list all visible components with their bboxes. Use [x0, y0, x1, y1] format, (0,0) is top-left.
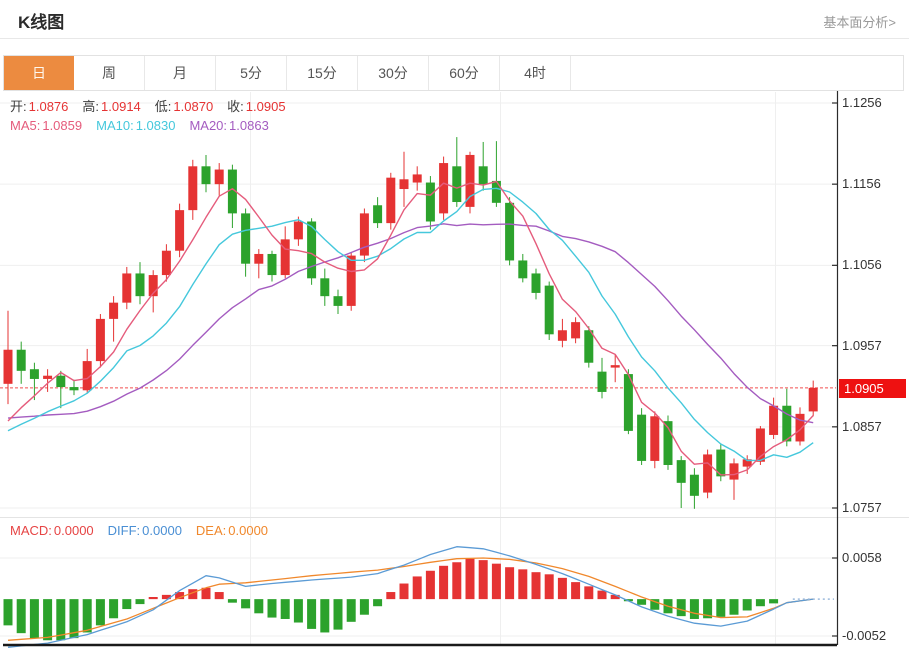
- ma-readout: MA5: 1.0859 MA10: 1.0830 MA20: 1.0863: [10, 118, 283, 133]
- macd-tick--0.0052: -0.0052: [842, 628, 887, 643]
- axis-ticks: [832, 102, 838, 637]
- price-tick-1.0857: 1.0857: [842, 419, 882, 434]
- legend-item: 高: 1.0914: [82, 99, 141, 114]
- tab-60分[interactable]: 60分: [429, 56, 500, 90]
- macd-tick-0.0058: 0.0058: [842, 550, 882, 565]
- tab-4时[interactable]: 4时: [500, 56, 571, 90]
- last-price-badge: 1.0905: [839, 379, 906, 398]
- macd-histogram: [3, 558, 779, 641]
- tab-日[interactable]: 日: [4, 56, 74, 90]
- price-tick-1.0757: 1.0757: [842, 500, 882, 515]
- legend-item: MACD: 0.0000: [10, 523, 94, 538]
- diff-line: [7, 546, 814, 648]
- dea-line: [7, 557, 814, 641]
- page-title: K线图: [18, 13, 65, 32]
- ma20-line: [7, 223, 814, 424]
- fundamental-analysis-link[interactable]: 基本面分析>: [823, 15, 896, 30]
- interval-tab-bar: 日周月 5分 15分 30分 60分 4时: [3, 55, 904, 91]
- ohlc-readout: 开: 1.0876 高: 1.0914 低: 1.0870 收: 1.0905: [10, 96, 300, 115]
- ma10-line: [7, 187, 814, 462]
- price-tick-1.1256: 1.1256: [842, 95, 882, 110]
- price-tick-1.1056: 1.1056: [842, 257, 882, 272]
- tab-5分[interactable]: 5分: [216, 56, 287, 90]
- candles-layer: [3, 137, 818, 509]
- price-tick-1.1156: 1.1156: [842, 176, 881, 191]
- ma5-line: [7, 180, 814, 476]
- legend-item: MA5: 1.0859: [10, 118, 83, 133]
- legend-item: 收: 1.0905: [227, 99, 286, 114]
- legend-item: DIFF: 0.0000: [107, 523, 182, 538]
- price-tick-1.0957: 1.0957: [842, 338, 882, 353]
- title-divider: [0, 38, 909, 39]
- tab-30分[interactable]: 30分: [358, 56, 429, 90]
- tab-周[interactable]: 周: [74, 56, 145, 90]
- macd-readout: MACD: 0.0000 DIFF: 0.0000 DEA: 0.0000: [10, 523, 282, 538]
- legend-item: 低: 1.0870: [154, 99, 214, 114]
- legend-item: MA20: 1.0863: [189, 118, 269, 133]
- legend-item: MA10: 1.0830: [96, 118, 176, 133]
- legend-item: DEA: 0.0000: [195, 523, 269, 538]
- tab-月[interactable]: 月: [145, 56, 216, 90]
- legend-item: 开: 1.0876: [10, 99, 69, 114]
- tab-15分[interactable]: 15分: [287, 56, 358, 90]
